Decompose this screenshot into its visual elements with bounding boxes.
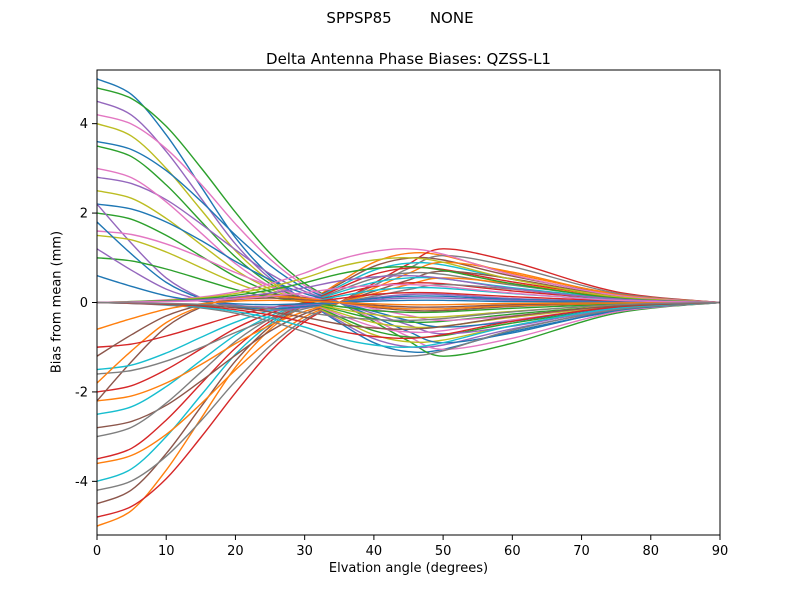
y-tick-label: -4 <box>75 475 88 490</box>
x-tick-label: 40 <box>366 544 383 559</box>
x-tick-label: 0 <box>93 544 101 559</box>
series-line-L33 <box>97 257 720 314</box>
series-line-L24 <box>97 281 720 393</box>
series-line-L01 <box>97 78 720 354</box>
series-line-L06 <box>97 256 720 505</box>
series-line-L20 <box>97 276 720 415</box>
series-line-L17 <box>97 167 720 334</box>
x-tick-label: 60 <box>504 544 521 559</box>
series-line-L14 <box>97 266 720 460</box>
series-line-L19 <box>97 190 720 329</box>
x-tick-label: 70 <box>573 544 590 559</box>
series-line-L48 <box>97 301 720 322</box>
y-tick-label: 4 <box>80 117 88 132</box>
series-line-L42 <box>97 299 720 330</box>
series-group <box>97 78 720 527</box>
series-line-L13 <box>97 145 720 339</box>
x-tick-label: 30 <box>296 544 313 559</box>
x-tick-label: 80 <box>643 544 660 559</box>
series-line-L05 <box>97 100 720 349</box>
x-axis-label: Elvation angle (degrees) <box>328 561 489 576</box>
series-line-L07 <box>97 114 720 351</box>
series-line-L02 <box>97 251 720 527</box>
series-line-L08 <box>97 254 720 491</box>
x-tick-label: 10 <box>158 544 175 559</box>
y-tick-label: 0 <box>80 296 88 311</box>
series-line-L34 <box>97 291 720 348</box>
x-tick-label: 90 <box>712 544 729 559</box>
chart-title: Delta Antenna Phase Biases: QZSS-L1 <box>266 50 551 68</box>
x-tick-label: 20 <box>227 544 244 559</box>
x-tick-label: 50 <box>435 544 452 559</box>
y-tick-label: -2 <box>75 385 88 400</box>
series-line-L47 <box>97 283 720 304</box>
series-line-L23 <box>97 212 720 324</box>
plot-border <box>96 69 721 536</box>
series-line-L18 <box>97 271 720 438</box>
y-tick-label: 2 <box>80 207 88 222</box>
figure-suptitle: SPPSP85 NONE <box>326 9 474 27</box>
